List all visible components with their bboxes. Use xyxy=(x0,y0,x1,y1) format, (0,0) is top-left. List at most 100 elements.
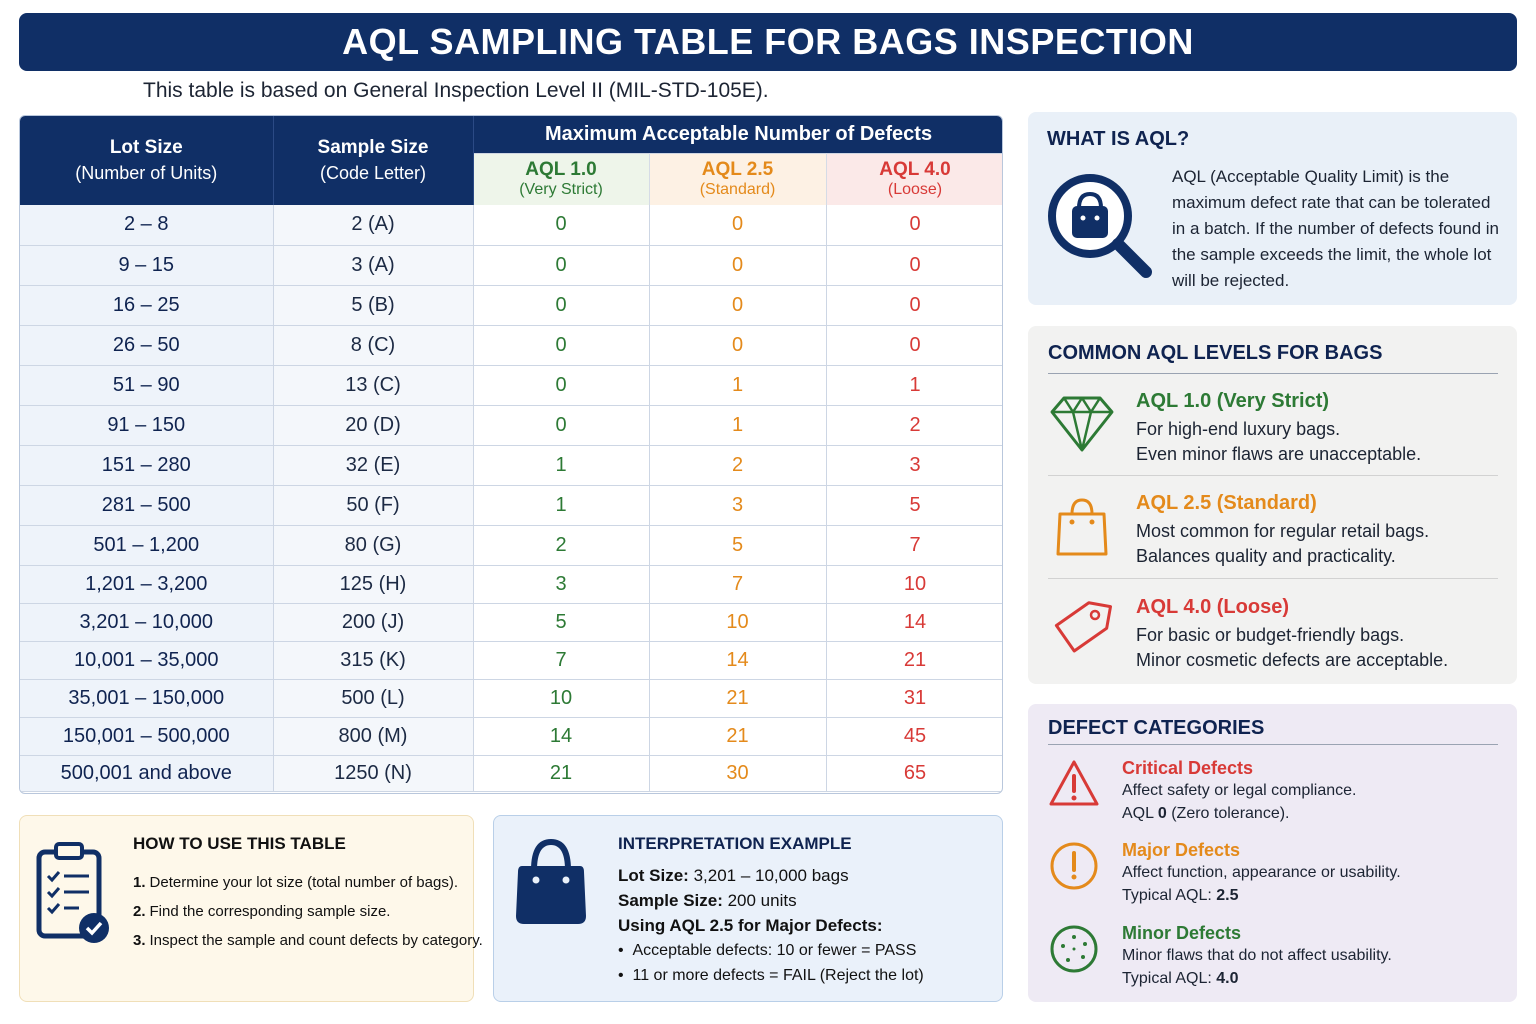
defect-critical-line-1: Affect safety or legal compliance. xyxy=(1122,782,1357,799)
lot-size-cell: 51 – 90 xyxy=(20,365,274,406)
max-defects-header: Maximum Acceptable Number of Defects xyxy=(473,116,1002,153)
defect-minor-heading: Minor Defects xyxy=(1122,923,1242,943)
aql-4-value-cell: 5 xyxy=(826,485,1002,526)
aql-1-value-cell: 0 xyxy=(473,405,650,446)
defect-minor-line-1: Minor flaws that do not affect usability… xyxy=(1122,947,1392,964)
table-row: 501 – 1,200 80 (G) 2 5 7 xyxy=(20,525,1002,566)
aql-4-value-cell: 14 xyxy=(826,603,1002,642)
aql-1-value-cell: 1 xyxy=(473,445,650,486)
aql-2-5-value-cell: 0 xyxy=(649,285,827,326)
aql-2-5-value-cell: 14 xyxy=(649,641,827,680)
aql-4-value-cell: 2 xyxy=(826,405,1002,446)
aql-2-5-value-cell: 0 xyxy=(649,325,827,366)
how-to-step: 3. Inspect the sample and count defects b… xyxy=(133,932,483,949)
interp-sample-line: Sample Size: 200 units xyxy=(618,888,924,913)
how-to-step: 2. Find the corresponding sample size. xyxy=(133,903,483,920)
interp-lot-label: Lot Size: xyxy=(618,866,689,885)
sample-size-header-label: Sample Size xyxy=(317,137,429,158)
sample-size-cell: 3 (A) xyxy=(273,245,474,286)
sampling-table: Lot Size (Number of Units) Sample Size (… xyxy=(19,115,1003,794)
aql-1-value-cell: 7 xyxy=(473,641,650,680)
interp-using-line: Using AQL 2.5 for Major Defects: xyxy=(618,913,924,938)
lot-size-cell: 150,001 – 500,000 xyxy=(20,717,274,756)
defect-critical-value: 0 xyxy=(1157,805,1167,822)
exclamation-circle-icon xyxy=(1050,842,1098,890)
table-row: 91 – 150 20 (D) 0 1 2 xyxy=(20,405,1002,446)
sample-size-header-sub: (Code Letter) xyxy=(319,163,427,183)
aql-1-value-cell: 0 xyxy=(473,325,650,366)
aql-4-value-cell: 0 xyxy=(826,325,1002,366)
step-text: Determine your lot size (total number of… xyxy=(149,874,458,891)
level-loose-line-2: Minor cosmetic defects are acceptable. xyxy=(1136,650,1449,670)
diamond-icon xyxy=(1050,396,1114,452)
aql-1-value-cell: 0 xyxy=(473,285,650,326)
interp-bullet-pass: • Acceptable defects: 10 or fewer = PASS xyxy=(618,942,917,959)
step-text: Find the corresponding sample size. xyxy=(149,903,391,920)
defect-categories-title: DEFECT CATEGORIES xyxy=(1048,717,1265,739)
aql-4-value-cell: 1 xyxy=(826,365,1002,406)
sample-size-cell: 20 (D) xyxy=(273,405,474,446)
lot-size-header-label: Lot Size xyxy=(109,137,183,158)
table-row: 10,001 – 35,000 315 (K) 7 14 21 xyxy=(20,641,1002,680)
defect-minor-line-2: Typical AQL: 4.0 xyxy=(1122,970,1239,988)
step-number: 1. xyxy=(133,874,146,891)
defect-major-value: 2.5 xyxy=(1216,887,1239,904)
level-strict-heading: AQL 1.0 (Very Strict) xyxy=(1136,390,1330,412)
sample-size-cell: 13 (C) xyxy=(273,365,474,406)
aql-2-5-value-cell: 1 xyxy=(649,365,827,406)
aql-1-value-cell: 1 xyxy=(473,485,650,526)
lot-size-header-sub: (Number of Units) xyxy=(75,163,218,183)
table-row: 35,001 – 150,000 500 (L) 10 21 31 xyxy=(20,679,1002,718)
level-standard-heading: AQL 2.5 (Standard) xyxy=(1136,492,1317,514)
lot-size-header: Lot Size (Number of Units) xyxy=(20,116,274,205)
lot-size-cell: 501 – 1,200 xyxy=(20,525,274,566)
aql-4-header: AQL 4.0 (Loose) xyxy=(826,152,1002,205)
handbag-icon xyxy=(516,838,586,924)
sample-size-cell: 1250 (N) xyxy=(273,755,474,792)
aql-4-value-cell: 0 xyxy=(826,205,1002,246)
aql-levels-rule xyxy=(1048,373,1498,374)
defect-major-line-1: Affect function, appearance or usability… xyxy=(1122,864,1401,881)
lot-size-cell: 3,201 – 10,000 xyxy=(20,603,274,642)
table-row: 150,001 – 500,000 800 (M) 14 21 45 xyxy=(20,717,1002,756)
aql-2-5-value-cell: 0 xyxy=(649,205,827,246)
aql-2-5-value-cell: 0 xyxy=(649,245,827,286)
aql-2-5-value-cell: 1 xyxy=(649,405,827,446)
defect-major-heading: Major Defects xyxy=(1122,840,1241,860)
lot-size-cell: 2 – 8 xyxy=(20,205,274,246)
interpretation-panel: INTERPRETATION EXAMPLE Lot Size: 3,201 –… xyxy=(493,815,1003,1002)
lot-size-cell: 151 – 280 xyxy=(20,445,274,486)
aql-4-value-cell: 7 xyxy=(826,525,1002,566)
defect-minor-value: 4.0 xyxy=(1216,970,1239,987)
interp-bullet-fail-text: 11 or more defects = FAIL (Reject the lo… xyxy=(632,967,924,984)
aql-1-value-cell: 14 xyxy=(473,717,650,756)
magnifier-bag-icon xyxy=(1048,174,1152,278)
aql-4-value-cell: 3 xyxy=(826,445,1002,486)
dotted-circle-icon xyxy=(1050,925,1098,973)
defect-critical-line-2: AQL 0 (Zero tolerance). xyxy=(1122,805,1290,823)
aql-2-5-value-cell: 30 xyxy=(649,755,827,792)
aql-2-5-value-cell: 5 xyxy=(649,525,827,566)
lot-size-cell: 500,001 and above xyxy=(20,755,274,792)
lot-size-cell: 1,201 – 3,200 xyxy=(20,565,274,604)
price-tag-icon xyxy=(1054,601,1112,653)
lot-size-cell: 10,001 – 35,000 xyxy=(20,641,274,680)
warning-triangle-icon xyxy=(1049,760,1099,806)
defect-categories-panel: DEFECT CATEGORIES Critical Defects Affec… xyxy=(1028,704,1517,1002)
sample-size-cell: 315 (K) xyxy=(273,641,474,680)
sample-size-cell: 5 (B) xyxy=(273,285,474,326)
sample-size-cell: 2 (A) xyxy=(273,205,474,246)
table-row: 1,201 – 3,200 125 (H) 3 7 10 xyxy=(20,565,1002,604)
shopping-bag-icon xyxy=(1056,498,1108,556)
sample-size-cell: 50 (F) xyxy=(273,485,474,526)
what-is-aql-title: WHAT IS AQL? xyxy=(1047,128,1190,150)
interpretation-lines: Lot Size: 3,201 – 10,000 bags Sample Siz… xyxy=(618,863,924,988)
defect-minor-prefix: Typical AQL: xyxy=(1122,970,1217,987)
aql-4-header-label: AQL 4.0 xyxy=(879,158,951,180)
sample-size-cell: 500 (L) xyxy=(273,679,474,718)
how-to-step: 1. Determine your lot size (total number … xyxy=(133,874,483,891)
interp-using-label: Using AQL 2.5 for Major Defects: xyxy=(618,916,883,935)
interp-lot-value: 3,201 – 10,000 bags xyxy=(688,866,849,885)
interp-bullet-pass-text: Acceptable defects: 10 or fewer = PASS xyxy=(632,942,917,959)
